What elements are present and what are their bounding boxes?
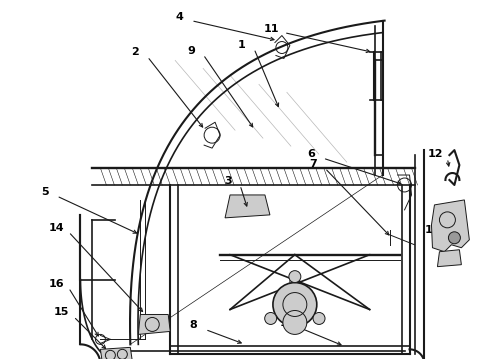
Polygon shape [100, 347, 132, 360]
Text: 4: 4 [175, 12, 183, 22]
Text: 3: 3 [224, 176, 232, 186]
Text: 8: 8 [189, 320, 197, 330]
Text: 13: 13 [425, 225, 440, 235]
Polygon shape [225, 195, 270, 218]
Text: 16: 16 [49, 279, 64, 289]
Circle shape [283, 310, 307, 334]
Circle shape [313, 312, 325, 324]
Text: 12: 12 [428, 149, 443, 159]
Text: 14: 14 [49, 223, 64, 233]
Text: 6: 6 [307, 149, 315, 159]
Circle shape [265, 312, 277, 324]
Polygon shape [432, 200, 469, 252]
Circle shape [273, 283, 317, 327]
Text: 9: 9 [187, 45, 195, 55]
Polygon shape [438, 250, 462, 267]
Text: 7: 7 [309, 159, 317, 169]
Text: 1: 1 [238, 40, 246, 50]
Text: 11: 11 [264, 24, 280, 33]
Text: 2: 2 [131, 48, 139, 58]
Text: 5: 5 [41, 187, 49, 197]
Polygon shape [138, 315, 170, 334]
Circle shape [289, 271, 301, 283]
Circle shape [96, 334, 105, 345]
Text: 10: 10 [279, 319, 294, 328]
Circle shape [448, 232, 461, 244]
Text: 15: 15 [54, 307, 69, 318]
